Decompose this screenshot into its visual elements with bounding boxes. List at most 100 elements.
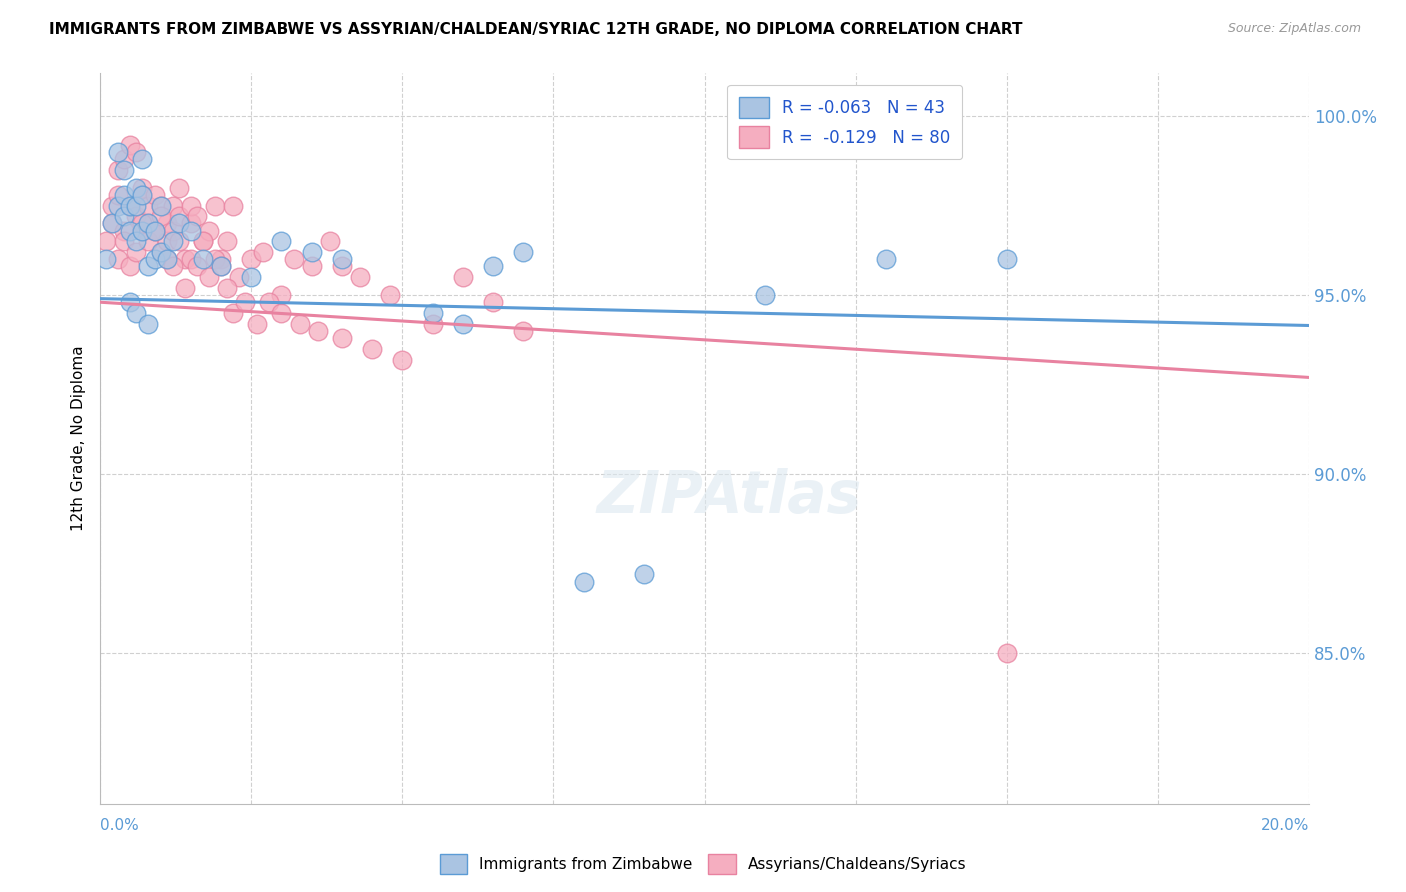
Point <box>482 295 505 310</box>
Point <box>167 235 190 249</box>
Point <box>307 324 329 338</box>
Point <box>107 252 129 267</box>
Point <box>173 281 195 295</box>
Point <box>233 295 256 310</box>
Point <box>112 209 135 223</box>
Point <box>198 270 221 285</box>
Point <box>131 187 153 202</box>
Point <box>107 187 129 202</box>
Point <box>96 252 118 267</box>
Point <box>222 198 245 212</box>
Point <box>156 252 179 267</box>
Point <box>125 209 148 223</box>
Point <box>209 260 232 274</box>
Point <box>451 270 474 285</box>
Point <box>149 198 172 212</box>
Point <box>252 245 274 260</box>
Point <box>112 187 135 202</box>
Point <box>112 152 135 166</box>
Point <box>131 180 153 194</box>
Point <box>120 137 142 152</box>
Point <box>319 235 342 249</box>
Point <box>107 198 129 212</box>
Point <box>120 295 142 310</box>
Point <box>512 324 534 338</box>
Point <box>572 574 595 589</box>
Point <box>191 235 214 249</box>
Point <box>240 252 263 267</box>
Point <box>422 306 444 320</box>
Point <box>125 180 148 194</box>
Point <box>330 331 353 345</box>
Point <box>149 245 172 260</box>
Point <box>131 223 153 237</box>
Point <box>138 198 160 212</box>
Point <box>191 235 214 249</box>
Point <box>120 223 142 237</box>
Point <box>633 567 655 582</box>
Point <box>120 198 142 212</box>
Point <box>349 270 371 285</box>
Point <box>330 252 353 267</box>
Point <box>288 317 311 331</box>
Point <box>107 145 129 159</box>
Point <box>301 245 323 260</box>
Point <box>330 260 353 274</box>
Point <box>156 235 179 249</box>
Point <box>180 223 202 237</box>
Point <box>101 216 124 230</box>
Point <box>186 260 208 274</box>
Point <box>143 223 166 237</box>
Point <box>138 235 160 249</box>
Point <box>180 198 202 212</box>
Point <box>204 198 226 212</box>
Point <box>131 187 153 202</box>
Point <box>143 187 166 202</box>
Point <box>167 216 190 230</box>
Point <box>754 288 776 302</box>
Point <box>875 252 897 267</box>
Point <box>482 260 505 274</box>
Point <box>107 162 129 177</box>
Point <box>112 235 135 249</box>
Point <box>228 270 250 285</box>
Point <box>125 145 148 159</box>
Point <box>125 235 148 249</box>
Point <box>125 245 148 260</box>
Point <box>143 252 166 267</box>
Point <box>125 198 148 212</box>
Point <box>512 245 534 260</box>
Point <box>162 198 184 212</box>
Text: IMMIGRANTS FROM ZIMBABWE VS ASSYRIAN/CHALDEAN/SYRIAC 12TH GRADE, NO DIPLOMA CORR: IMMIGRANTS FROM ZIMBABWE VS ASSYRIAN/CHA… <box>49 22 1022 37</box>
Point <box>96 235 118 249</box>
Point <box>270 306 292 320</box>
Point <box>173 252 195 267</box>
Point <box>186 209 208 223</box>
Y-axis label: 12th Grade, No Diploma: 12th Grade, No Diploma <box>72 345 86 531</box>
Point <box>112 162 135 177</box>
Point <box>162 223 184 237</box>
Point <box>149 198 172 212</box>
Point <box>131 216 153 230</box>
Point <box>138 317 160 331</box>
Point <box>162 260 184 274</box>
Point <box>270 288 292 302</box>
Point <box>215 235 238 249</box>
Point <box>198 223 221 237</box>
Point <box>180 252 202 267</box>
Legend: Immigrants from Zimbabwe, Assyrians/Chaldeans/Syriacs: Immigrants from Zimbabwe, Assyrians/Chal… <box>433 848 973 880</box>
Point <box>270 235 292 249</box>
Point <box>112 223 135 237</box>
Point <box>361 342 384 356</box>
Point <box>156 252 179 267</box>
Point <box>191 252 214 267</box>
Point <box>167 209 190 223</box>
Point <box>167 180 190 194</box>
Point <box>101 216 124 230</box>
Point <box>125 306 148 320</box>
Point <box>138 216 160 230</box>
Text: Source: ZipAtlas.com: Source: ZipAtlas.com <box>1227 22 1361 36</box>
Point <box>120 198 142 212</box>
Point <box>301 260 323 274</box>
Point <box>149 209 172 223</box>
